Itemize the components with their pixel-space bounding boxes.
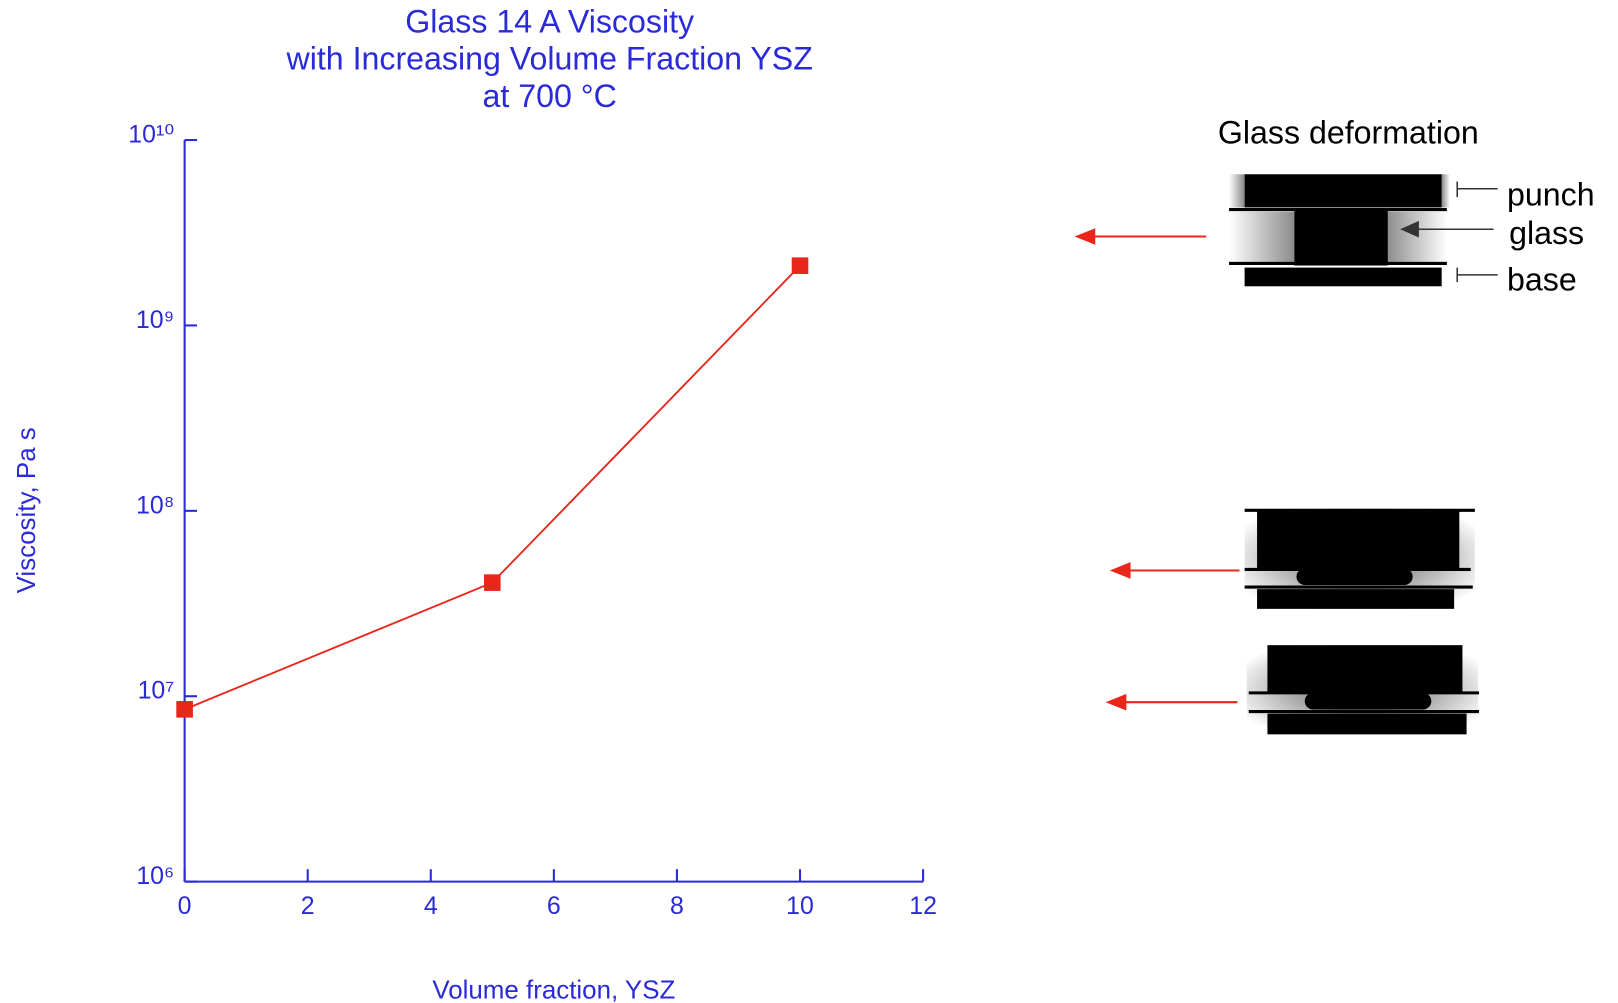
x-axis-label: Volume fraction, YSZ xyxy=(432,976,675,1003)
data-point xyxy=(176,701,193,718)
x-tick-label: 4 xyxy=(424,892,438,920)
series-line xyxy=(184,265,801,711)
x-tick-label: 2 xyxy=(301,892,315,920)
leader-lines xyxy=(1412,181,1498,283)
y-tick-label: 10⁶ xyxy=(136,862,174,890)
y-tick-label: 10⁷ xyxy=(138,677,175,705)
data-point xyxy=(791,257,809,274)
y-tick-label: 10¹⁰ xyxy=(128,120,174,148)
x-tick-label: 10 xyxy=(786,892,814,920)
diagram-title: Glass deformation xyxy=(1218,114,1479,150)
chart-title: Glass 14 A Viscosity xyxy=(405,3,694,39)
diagram-label: punch xyxy=(1507,177,1595,213)
pointer-arrows xyxy=(1089,235,1240,704)
diagram-label: base xyxy=(1507,262,1577,298)
specimen-image xyxy=(1246,645,1480,735)
data-point xyxy=(484,574,501,591)
x-tick-label: 8 xyxy=(670,892,684,920)
chart-title: with Increasing Volume Fraction YSZ xyxy=(286,41,813,77)
y-tick-label: 10⁹ xyxy=(136,306,174,334)
x-tick-label: 6 xyxy=(547,892,561,920)
chart-title: at 700 °C xyxy=(483,78,617,114)
diagram-label: glass xyxy=(1509,215,1584,251)
specimen-image xyxy=(1244,508,1475,609)
y-tick-label: 10⁸ xyxy=(136,491,174,519)
y-axis-label: Viscosity, Pa s xyxy=(13,427,41,593)
x-tick-label: 12 xyxy=(909,892,937,920)
arrow-head xyxy=(1400,220,1419,238)
deformation-diagram: Glass deformation xyxy=(1074,114,1595,735)
x-tick-label: 0 xyxy=(178,892,192,920)
arrow-heads xyxy=(1074,228,1131,711)
